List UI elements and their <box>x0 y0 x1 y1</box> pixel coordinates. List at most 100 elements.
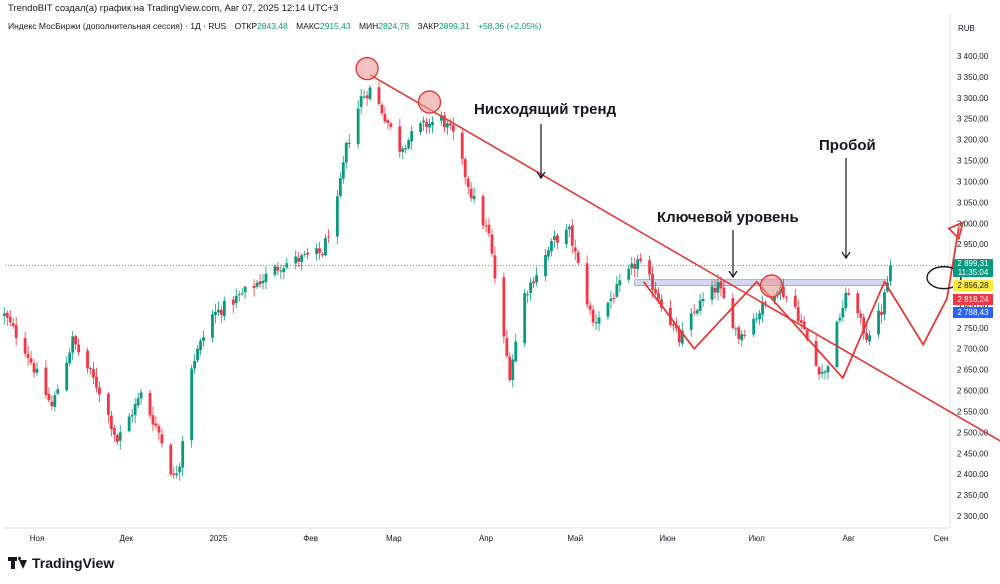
candle-body <box>139 392 143 399</box>
candle <box>276 261 280 276</box>
candle-body <box>451 125 455 132</box>
candle <box>713 279 717 300</box>
candle-body <box>71 336 75 353</box>
y-tick-label: 2 450,00 <box>957 449 989 458</box>
candle <box>731 293 735 330</box>
candle <box>356 100 360 149</box>
candle <box>639 253 643 264</box>
candle-body <box>50 401 54 407</box>
breakout-arrow-line <box>946 227 960 299</box>
candle-body <box>318 248 321 254</box>
candle-body <box>448 123 452 126</box>
candle <box>570 219 574 254</box>
candle <box>880 304 883 324</box>
candle-body <box>553 236 556 240</box>
candle <box>199 338 202 356</box>
candle-body <box>826 366 830 373</box>
candle <box>300 253 304 271</box>
pattern-line <box>642 279 948 380</box>
candle <box>118 425 122 450</box>
candle-body <box>823 371 827 373</box>
candle-body <box>47 393 51 401</box>
candle-body <box>710 286 714 300</box>
candle-body <box>344 142 348 163</box>
candle <box>865 325 869 343</box>
candle <box>422 116 425 131</box>
candle <box>8 309 12 327</box>
candle-body <box>743 334 747 336</box>
candle <box>752 313 756 338</box>
candle-body <box>701 298 705 302</box>
y-tick-label: 3 050,00 <box>957 198 989 207</box>
candle-body <box>490 234 494 254</box>
candle-body <box>737 327 741 339</box>
candle <box>469 181 473 202</box>
candle-body <box>300 255 304 263</box>
candle-body <box>466 178 470 188</box>
y-tick-label: 2 350,00 <box>957 491 989 500</box>
candle-body <box>761 302 764 315</box>
x-tick-label: Июл <box>749 534 766 543</box>
candle <box>758 309 762 325</box>
candle <box>44 360 48 399</box>
candle-body <box>660 299 663 308</box>
candle <box>178 462 182 481</box>
candle <box>440 111 443 126</box>
candle-body <box>377 87 381 105</box>
candle <box>151 406 155 432</box>
candle-body <box>865 333 869 341</box>
candle <box>425 118 428 134</box>
candle-body <box>597 317 601 324</box>
candle-body <box>588 305 592 310</box>
candle-body <box>526 294 530 296</box>
candle-body <box>502 277 506 337</box>
candle-body <box>264 273 268 282</box>
y-tick-label: 2 650,00 <box>957 366 989 375</box>
candle-body <box>258 281 262 285</box>
key-level-label: Ключевой уровень <box>657 209 799 226</box>
currency-label[interactable]: RUB <box>958 24 975 33</box>
candle <box>196 345 199 363</box>
candle <box>502 272 506 344</box>
downtrend-line <box>369 74 1000 442</box>
candle-body <box>297 257 301 262</box>
candle <box>573 239 577 261</box>
candle-body <box>115 434 119 442</box>
candle-body <box>793 295 797 307</box>
candle <box>190 364 194 448</box>
candle-body <box>56 389 60 394</box>
candle <box>5 310 9 326</box>
candle <box>859 310 863 325</box>
candle-body <box>368 87 372 99</box>
x-tick-label: Апр <box>479 534 494 543</box>
candle-body <box>889 265 892 282</box>
breakout-arrow-head <box>947 220 965 241</box>
candle-body <box>243 286 247 293</box>
candle-body <box>463 159 467 178</box>
candle <box>547 246 550 261</box>
x-tick-label: Фев <box>303 534 318 543</box>
breakout-pointer-head <box>841 251 851 260</box>
candle-body <box>211 314 214 338</box>
candle <box>689 307 693 337</box>
candle <box>841 300 845 322</box>
candle-body <box>68 352 72 364</box>
candle-body <box>95 376 98 388</box>
candle <box>318 241 321 260</box>
candle-body <box>573 247 577 252</box>
candle <box>764 299 767 308</box>
candle-body <box>609 298 613 302</box>
candle <box>428 118 431 134</box>
candle-body <box>755 318 759 320</box>
tradingview-logo[interactable]: TradingView <box>8 555 114 571</box>
instrument-name[interactable]: Индекс МосБиржи (дополнительная сессия) … <box>8 21 227 31</box>
candle-body <box>442 115 446 128</box>
candle <box>793 288 797 310</box>
candle <box>29 350 33 366</box>
candle-body <box>508 356 512 381</box>
candle <box>306 248 310 260</box>
candle-body <box>219 309 223 315</box>
candle-body <box>841 307 845 318</box>
x-tick-label: Июн <box>659 534 675 543</box>
